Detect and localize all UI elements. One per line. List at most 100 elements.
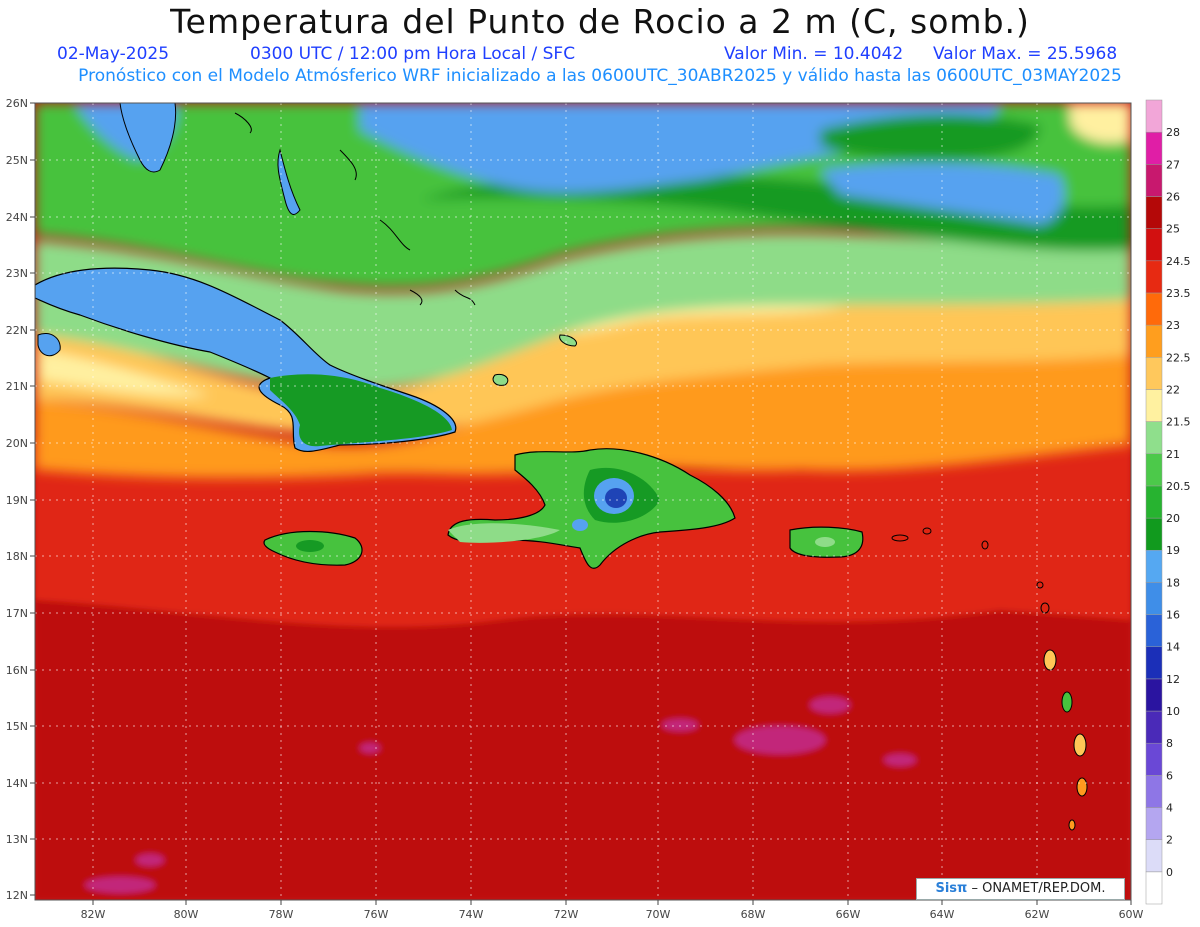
colorbar-segment (1145, 324, 1163, 358)
colorbar-segment (1145, 614, 1163, 647)
credit-text: – ONAMET/REP.DOM. (971, 881, 1106, 896)
credit-box: Sisπ – ONAMET/REP.DOM. (916, 878, 1125, 900)
colorbar-segment (1145, 549, 1163, 583)
colorbar-label: 4 (1166, 802, 1173, 815)
lat-label: 20N (6, 437, 28, 450)
colorbar-label: 18 (1166, 576, 1180, 589)
lat-label: 16N (6, 664, 28, 677)
colorbar-label: 20.5 (1166, 480, 1191, 493)
colorbar-label: 28 (1166, 126, 1180, 139)
lat-label: 25N (6, 154, 28, 167)
lat-label: 17N (6, 607, 28, 620)
map-title: Temperatura del Punto de Rocio a 2 m (C,… (170, 2, 1030, 41)
lon-label: 80W (174, 908, 199, 921)
colorbar-segment (1145, 582, 1163, 615)
colorbar-segment (1145, 357, 1163, 390)
lat-label: 26N (6, 97, 28, 110)
colorbar-label: 14 (1166, 641, 1180, 654)
colorbar-segment (1145, 485, 1163, 519)
colorbar-label: 24.5 (1166, 255, 1191, 268)
lon-label: 82W (81, 908, 106, 921)
colorbar-label: 20 (1166, 512, 1180, 525)
colorbar-label: 16 (1166, 609, 1180, 622)
forecast-time: 0300 UTC / 12:00 pm Hora Local / SFC (250, 44, 576, 64)
colorbar-segment (1145, 421, 1163, 455)
graticule (35, 103, 1131, 900)
lon-label: 76W (364, 908, 389, 921)
lon-label: 68W (741, 908, 766, 921)
max-value: Valor Max. = 25.5968 (933, 44, 1118, 64)
colorbar-segment (1145, 807, 1163, 840)
map-plot-area (35, 103, 1131, 900)
colorbar-label: 21 (1166, 448, 1180, 461)
colorbar-label: 6 (1166, 769, 1173, 782)
colorbar-segment (1145, 710, 1163, 744)
lat-label: 24N (6, 211, 28, 224)
colorbar-label: 27 (1166, 158, 1180, 171)
cuba-east-green (270, 374, 452, 447)
lat-label: 14N (6, 777, 28, 790)
axis-ticks (30, 102, 1132, 905)
colorbar-segment (1145, 389, 1163, 422)
min-value: Valor Min. = 10.4042 (724, 44, 904, 64)
model-note: Pronóstico con el Modelo Atmósferico WRF… (78, 66, 1122, 86)
colorbar-segment (1145, 228, 1163, 262)
colorbar-label: 2 (1166, 834, 1173, 847)
colorbar-label: 12 (1166, 673, 1180, 686)
colorbar-segment (1145, 517, 1163, 551)
lon-label: 74W (459, 908, 484, 921)
field-green-east-top (820, 114, 1040, 160)
colorbar-label: 19 (1166, 544, 1180, 557)
colorbar: 0 2 4 6 8 10 12 14 16 18 19 20 20.5 21 21.5 22 22.5 23 23.… (1145, 99, 1191, 905)
lat-label: 19N (6, 494, 28, 507)
colorbar-segment (1145, 453, 1163, 487)
lon-label: 64W (930, 908, 955, 921)
lat-label: 21N (6, 380, 28, 393)
lon-label: 62W (1025, 908, 1050, 921)
lat-label: 15N (6, 720, 28, 733)
lat-label: 12N (6, 889, 28, 902)
colorbar-segment (1145, 292, 1163, 326)
field-yellow-2 (40, 350, 210, 397)
lon-label: 72W (554, 908, 579, 921)
field-dark-green (420, 173, 1131, 250)
colorbar-label: 23.5 (1166, 287, 1191, 300)
colorbar-segment (1145, 164, 1163, 197)
lon-label: 66W (836, 908, 861, 921)
lon-label: 70W (646, 908, 671, 921)
colorbar-label: 26 (1166, 190, 1180, 203)
colorbar-label: 23 (1166, 319, 1180, 332)
forecast-date: 02-May-2025 (57, 44, 170, 64)
colorbar-segment (1145, 742, 1163, 776)
isla-juventud (37, 333, 61, 357)
colorbar-label: 0 (1166, 866, 1173, 879)
haiti-southwest-peninsula (448, 523, 560, 543)
colorbar-label: 10 (1166, 705, 1180, 718)
colorbar-segment (1145, 131, 1163, 165)
lat-label: 23N (6, 267, 28, 280)
colorbar-segment (1145, 646, 1163, 680)
sispi-logo: Sisπ (935, 881, 968, 896)
colorbar-segment (1145, 678, 1163, 712)
colorbar-label: 22 (1166, 383, 1180, 396)
colorbar-label: 8 (1166, 737, 1173, 750)
colorbar-label: 21.5 (1166, 416, 1191, 429)
field-yellow-ne (1070, 103, 1131, 144)
lon-label: 60W (1119, 908, 1144, 921)
colorbar-segment (1145, 871, 1163, 905)
lon-label: 78W (269, 908, 294, 921)
bahamas-islands (234, 112, 577, 386)
lat-label: 13N (6, 833, 28, 846)
field-dark-red-patches (35, 600, 1131, 900)
lesser-antilles (891, 527, 1088, 831)
colorbar-segment (1145, 260, 1163, 294)
colorbar-label: 25 (1166, 223, 1180, 236)
lat-label: 18N (6, 550, 28, 563)
colorbar-segment (1145, 99, 1163, 133)
colorbar-segment (1145, 839, 1163, 873)
florida-coast (119, 103, 177, 173)
colorbar-label: 22.5 (1166, 351, 1191, 364)
plot-frame (34, 102, 1132, 901)
colorbar-segment (1145, 775, 1163, 808)
